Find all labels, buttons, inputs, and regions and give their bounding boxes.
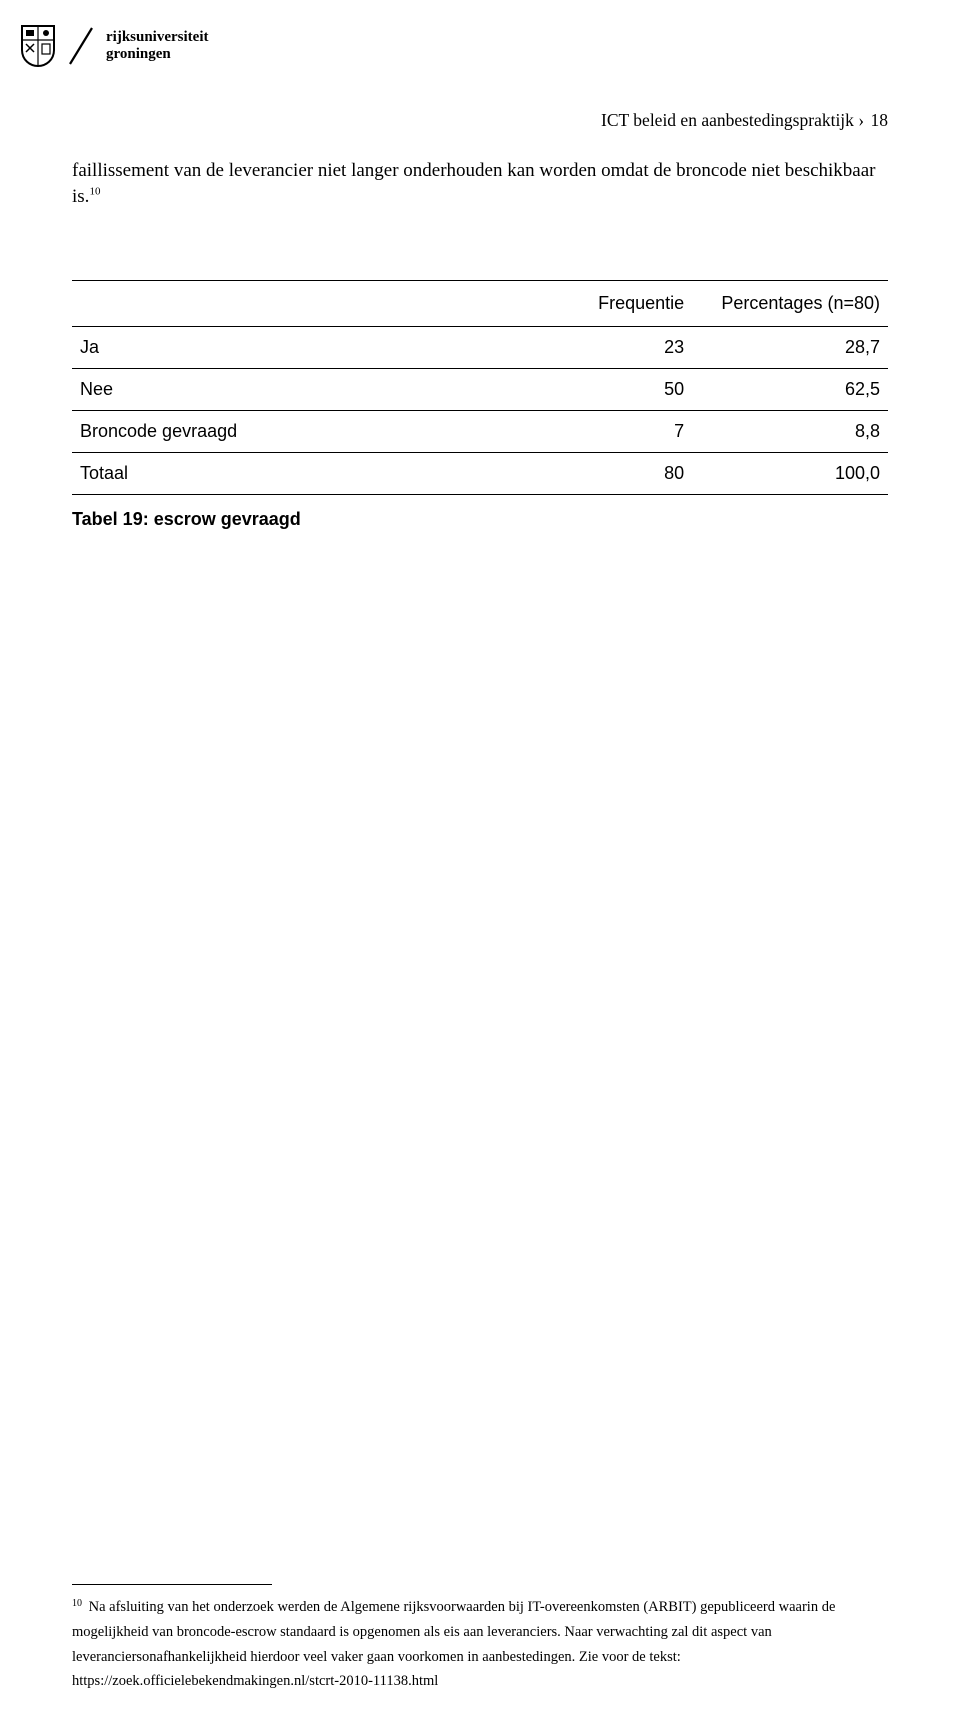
table-row: Nee 50 62,5 [72, 369, 888, 411]
slash-icon [64, 24, 98, 68]
cell: Ja [72, 327, 513, 369]
table-row: Broncode gevraagd 7 8,8 [72, 411, 888, 453]
cell: Totaal [72, 453, 513, 495]
page-header: ICT beleid en aanbestedingspraktijk › 18 [601, 110, 888, 131]
cell: 23 [513, 327, 693, 369]
cell: 100,0 [692, 453, 888, 495]
cell: 80 [513, 453, 693, 495]
table-header-0 [72, 281, 513, 327]
cell: 8,8 [692, 411, 888, 453]
crest-icon [20, 24, 56, 68]
cell: 50 [513, 369, 693, 411]
table-row: Ja 23 28,7 [72, 327, 888, 369]
footnote-number: 10 [72, 1598, 82, 1609]
page-number: 18 [871, 110, 889, 130]
university-name: rijksuniversiteit groningen [106, 29, 209, 64]
table-header-row: Frequentie Percentages (n=80) [72, 281, 888, 327]
university-name-line1: rijksuniversiteit [106, 29, 209, 46]
cell: Broncode gevraagd [72, 411, 513, 453]
university-logo: rijksuniversiteit groningen [20, 24, 209, 68]
paragraph-text: faillissement van de leverancier niet la… [72, 160, 876, 207]
cell: Nee [72, 369, 513, 411]
footnote-text: Na afsluiting van het onderzoek werden d… [72, 1599, 835, 1689]
cell: 28,7 [692, 327, 888, 369]
cell: 62,5 [692, 369, 888, 411]
data-table: Frequentie Percentages (n=80) Ja 23 28,7… [72, 280, 888, 495]
university-name-line2: groningen [106, 46, 209, 63]
footnote-block: 10 Na afsluiting van het onderzoek werde… [72, 1584, 888, 1694]
footnote-rule [72, 1584, 272, 1585]
table-header-2: Percentages (n=80) [692, 281, 888, 327]
footnote-ref: 10 [89, 185, 100, 197]
table-row: Totaal 80 100,0 [72, 453, 888, 495]
doc-title: ICT beleid en aanbestedingspraktijk [601, 110, 854, 130]
cell: 7 [513, 411, 693, 453]
table-caption: Tabel 19: escrow gevraagd [72, 509, 888, 530]
data-table-container: Frequentie Percentages (n=80) Ja 23 28,7… [72, 280, 888, 530]
separator: › [858, 110, 864, 130]
body-paragraph: faillissement van de leverancier niet la… [72, 158, 888, 209]
table-header-1: Frequentie [513, 281, 693, 327]
